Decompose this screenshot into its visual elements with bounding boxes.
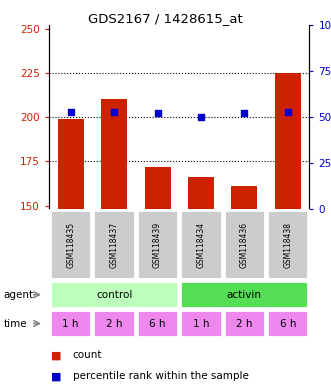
Text: 6 h: 6 h (279, 318, 296, 329)
Text: 1 h: 1 h (193, 318, 209, 329)
Text: GSM118436: GSM118436 (240, 222, 249, 268)
Point (198, 114, 204, 120)
Bar (58, 119, 84, 209)
Text: 2 h: 2 h (106, 318, 122, 329)
Text: ■: ■ (51, 371, 62, 381)
Bar (101, 99, 127, 209)
Point (68, 109, 73, 115)
Text: GSM118438: GSM118438 (283, 222, 292, 268)
Bar (145, 167, 170, 209)
Text: GSM118434: GSM118434 (196, 222, 206, 268)
Text: percentile rank within the sample: percentile rank within the sample (73, 371, 249, 381)
Text: count: count (73, 350, 102, 360)
Text: 1 h: 1 h (63, 318, 79, 329)
Text: agent: agent (3, 290, 33, 300)
Text: control: control (96, 290, 132, 300)
Point (285, 109, 290, 115)
Point (155, 110, 160, 116)
Text: ■: ■ (51, 350, 62, 360)
Point (242, 110, 247, 116)
Text: 6 h: 6 h (149, 318, 166, 329)
Text: GDS2167 / 1428615_at: GDS2167 / 1428615_at (88, 12, 243, 25)
Text: activin: activin (227, 290, 262, 300)
Text: GSM118437: GSM118437 (110, 222, 118, 268)
Bar (188, 177, 214, 209)
Text: 2 h: 2 h (236, 318, 253, 329)
Point (112, 109, 117, 115)
Text: GSM118439: GSM118439 (153, 222, 162, 268)
Text: time: time (3, 318, 27, 329)
Bar (231, 186, 258, 209)
Bar (275, 73, 301, 209)
Text: GSM118435: GSM118435 (66, 222, 75, 268)
